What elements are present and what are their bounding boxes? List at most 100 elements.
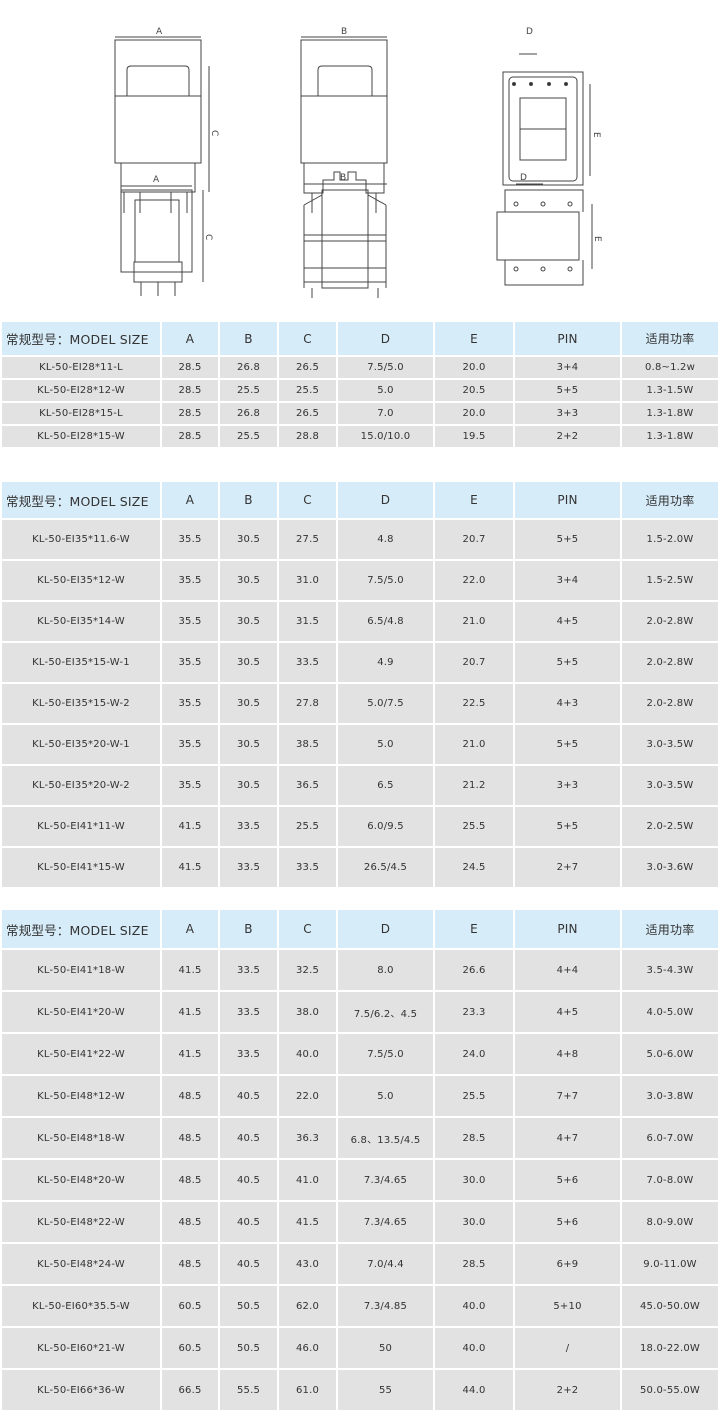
cell-a: 48.5 xyxy=(160,1158,220,1202)
cell-d: 26.5/4.5 xyxy=(336,846,435,889)
table-row: KL-50-EI60*21-W 60.5 50.5 46.0 50 40.0/18.0-2… xyxy=(0,1326,718,1370)
table-row: KL-50-EI41*11-W 41.5 33.5 25.5 6.0/9.5 25.5 5+… xyxy=(0,805,718,848)
cell-a: 35.5 xyxy=(160,723,220,766)
cell-a: 48.5 xyxy=(160,1242,220,1286)
cell-b: 33.5 xyxy=(218,846,279,889)
cell-d: 4.9 xyxy=(336,641,435,684)
cell-b: 40.5 xyxy=(218,1074,279,1118)
column-header-a: A xyxy=(160,320,220,357)
cell-power: 3.0-3.5W xyxy=(620,764,718,807)
drawing-bottom-view-1: D E xyxy=(502,27,601,186)
cell-d: 7.5/5.0 xyxy=(336,559,435,602)
cell-b: 26.8 xyxy=(218,355,279,380)
column-header-b: B xyxy=(218,320,279,357)
cell-e: 26.6 xyxy=(433,948,515,992)
column-header-d: D xyxy=(336,908,435,950)
cell-b: 33.5 xyxy=(218,1032,279,1076)
table-row: KL-50-EI35*12-W 35.5 30.5 31.0 7.5/5.0 22.0 3+… xyxy=(0,559,718,602)
cell-d: 7.3/4.85 xyxy=(336,1284,435,1328)
cell-e: 24.0 xyxy=(433,1032,515,1076)
table-row: KL-50-EI35*15-W-1 35.5 30.5 33.5 4.9 20.7 5+5 2… xyxy=(0,641,718,684)
cell-pin: 5+5 xyxy=(513,518,622,561)
cell-power: 0.8~1.2w xyxy=(620,355,718,380)
cell-a: 35.5 xyxy=(160,600,220,643)
cell-c: 62.0 xyxy=(277,1284,338,1328)
cell-d: 7.0 xyxy=(336,401,435,426)
column-header-a: A xyxy=(160,480,220,520)
svg-text:E: E xyxy=(592,236,602,242)
cell-b: 30.5 xyxy=(218,559,279,602)
spec-table-ei41-ei66: 常规型号：MODEL SIZE A B C D E PIN 适用功率 KL-50-EI41*18… xyxy=(0,908,718,1412)
cell-model: KL-50-EI48*22-W xyxy=(0,1200,162,1244)
cell-power: 50.0-55.0W xyxy=(620,1368,718,1412)
cell-a: 48.5 xyxy=(160,1200,220,1244)
cell-d: 7.3/4.65 xyxy=(336,1158,435,1202)
cell-d: 6.5 xyxy=(336,764,435,807)
table-row: KL-50-EI41*20-W 41.5 33.5 38.0 7.5/6.2、4.5 23… xyxy=(0,990,718,1034)
cell-power: 3.5-4.3W xyxy=(620,948,718,992)
table-row: KL-50-EI48*24-W 48.5 40.5 43.0 7.0/4.4 28.5 6+… xyxy=(0,1242,718,1286)
cell-model: KL-50-EI60*21-W xyxy=(0,1326,162,1370)
cell-d: 5.0 xyxy=(336,1074,435,1118)
cell-d: 7.5/5.0 xyxy=(336,355,435,380)
cell-power: 1.3-1.8W xyxy=(620,401,718,426)
cell-d: 55 xyxy=(336,1368,435,1412)
cell-e: 44.0 xyxy=(433,1368,515,1412)
cell-pin: 2+2 xyxy=(513,1368,622,1412)
cell-d: 6.0/9.5 xyxy=(336,805,435,848)
cell-power: 2.0-2.5W xyxy=(620,805,718,848)
cell-model: KL-50-EI48*20-W xyxy=(0,1158,162,1202)
drawing-side-view-2: B xyxy=(303,173,387,298)
cell-pin: 5+10 xyxy=(513,1284,622,1328)
cell-model: KL-50-EI35*15-W-1 xyxy=(0,641,162,684)
cell-a: 41.5 xyxy=(160,805,220,848)
column-header-pin: PIN xyxy=(513,320,622,357)
cell-c: 36.5 xyxy=(277,764,338,807)
table-row: KL-50-EI48*12-W 48.5 40.5 22.0 5.0 25.5 7+7 3.0… xyxy=(0,1074,718,1118)
table-row: KL-50-EI48*20-W 48.5 40.5 41.0 7.3/4.65 30.0 5… xyxy=(0,1158,718,1202)
table-row: KL-50-EI41*18-W 41.5 33.5 32.5 8.0 26.6 4+4 3.5… xyxy=(0,948,718,992)
svg-text:C: C xyxy=(203,234,213,240)
cell-d: 7.3/4.65 xyxy=(336,1200,435,1244)
column-header-c: C xyxy=(277,908,338,950)
table-row: KL-50-EI48*18-W 48.5 40.5 36.3 6.8、13.5/4.5 2… xyxy=(0,1116,718,1160)
svg-text:A: A xyxy=(156,27,163,37)
transformer-dimension-drawings: A C B D E A C B xyxy=(114,27,602,298)
drawing-front-view-1: A C xyxy=(114,27,219,213)
cell-d: 8.0 xyxy=(336,948,435,992)
column-header-d: D xyxy=(336,480,435,520)
column-header-d: D xyxy=(336,320,435,357)
cell-a: 48.5 xyxy=(160,1116,220,1160)
cell-b: 30.5 xyxy=(218,682,279,725)
cell-c: 43.0 xyxy=(277,1242,338,1286)
svg-text:B: B xyxy=(340,173,346,183)
cell-e: 30.0 xyxy=(433,1200,515,1244)
cell-model: KL-50-EI35*11.6-W xyxy=(0,518,162,561)
cell-pin: 3+3 xyxy=(513,764,622,807)
cell-b: 26.8 xyxy=(218,401,279,426)
cell-pin: 5+5 xyxy=(513,723,622,766)
cell-model: KL-50-EI35*12-W xyxy=(0,559,162,602)
cell-d: 7.0/4.4 xyxy=(336,1242,435,1286)
svg-text:B: B xyxy=(341,27,347,37)
cell-power: 1.3-1.8W xyxy=(620,424,718,449)
column-header-c: C xyxy=(277,480,338,520)
cell-model: KL-50-EI35*15-W-2 xyxy=(0,682,162,725)
cell-b: 30.5 xyxy=(218,723,279,766)
column-header-power: 适用功率 xyxy=(620,908,718,950)
cell-c: 26.5 xyxy=(277,401,338,426)
cell-power: 3.0-3.6W xyxy=(620,846,718,889)
cell-pin: 4+7 xyxy=(513,1116,622,1160)
cell-d: 4.8 xyxy=(336,518,435,561)
table-header-row: 常规型号：MODEL SIZE A B C D E PIN 适用功率 xyxy=(0,320,718,357)
cell-pin: 2+7 xyxy=(513,846,622,889)
cell-b: 50.5 xyxy=(218,1326,279,1370)
cell-power: 2.0-2.8W xyxy=(620,641,718,684)
cell-pin: 5+6 xyxy=(513,1200,622,1244)
drawing-side-view-1: B xyxy=(300,27,388,213)
svg-text:D: D xyxy=(520,173,527,183)
cell-model: KL-50-EI35*20-W-1 xyxy=(0,723,162,766)
cell-e: 40.0 xyxy=(433,1326,515,1370)
cell-c: 41.0 xyxy=(277,1158,338,1202)
column-header-a: A xyxy=(160,908,220,950)
